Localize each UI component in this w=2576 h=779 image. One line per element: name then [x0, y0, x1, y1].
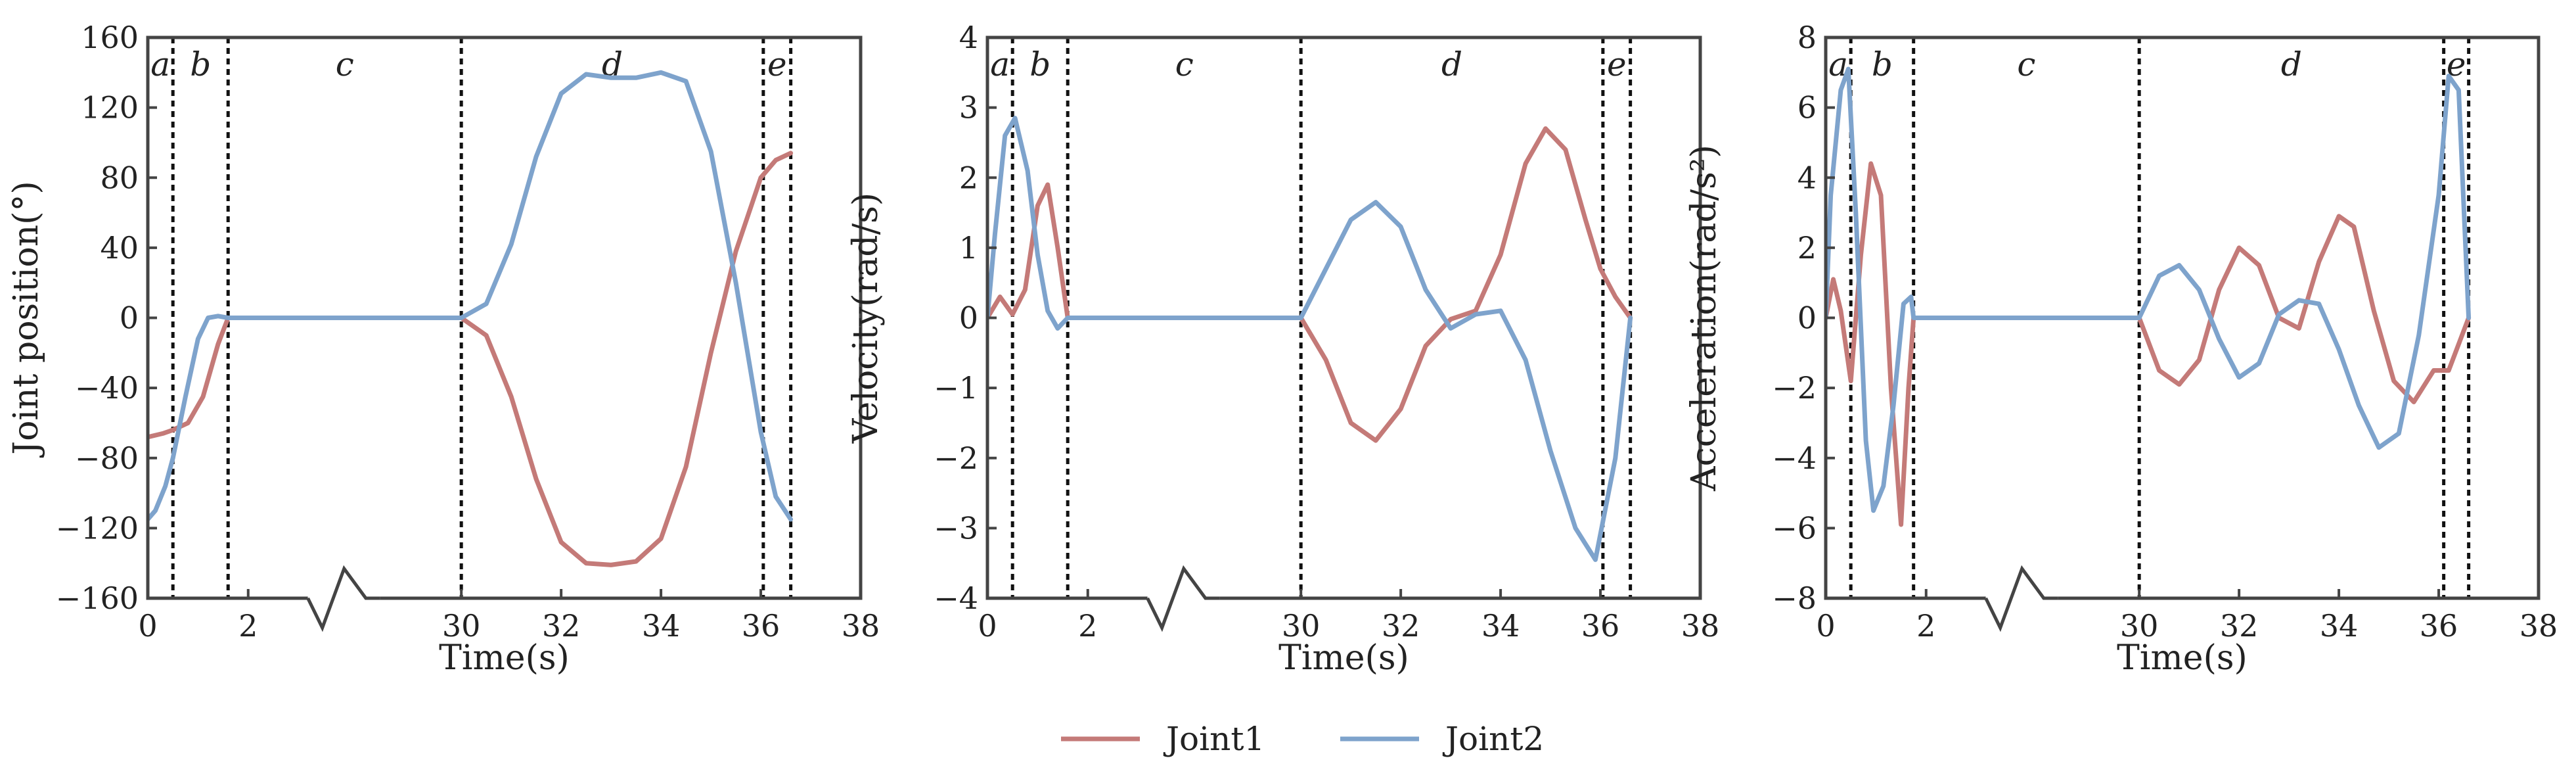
- y-axis-label: Velocity(rad/s): [846, 193, 886, 444]
- phase-label-d: d: [2281, 45, 2302, 83]
- series-line-joint2: [148, 70, 794, 522]
- y-axis-label: Joint position(°): [7, 181, 46, 458]
- y-tick-label: 120: [81, 90, 139, 126]
- y-tick-label: 0: [959, 300, 978, 336]
- x-tick-label: 32: [1382, 608, 1420, 644]
- phase-label-c: c: [2017, 45, 2035, 83]
- x-tick-label: 30: [1282, 608, 1321, 644]
- axes-frame: [1824, 35, 2541, 600]
- phase-label-a: a: [990, 45, 1010, 83]
- y-tick-label: −80: [75, 440, 139, 476]
- series-line-joint1: [1826, 161, 2472, 527]
- x-tick-label: 0: [978, 608, 997, 644]
- y-tick-label: −160: [56, 580, 139, 616]
- x-tick-label: 0: [1816, 608, 1835, 644]
- y-tick-label: 80: [100, 160, 139, 195]
- axis-break-zigzag: [1146, 565, 1220, 632]
- y-axis-label: Acceleration(rad/s²): [1684, 145, 1724, 492]
- legend: Joint1 Joint2: [1061, 720, 1544, 758]
- y-tick-label: −120: [56, 510, 139, 546]
- phase-label-e: e: [1607, 45, 1627, 83]
- y-tick-label: −2: [934, 440, 978, 476]
- y-tick-label: 2: [1797, 230, 1817, 266]
- y-tick-label: 1: [959, 230, 978, 266]
- y-tick-label: 4: [1797, 160, 1817, 195]
- x-tick-label: 0: [138, 608, 157, 644]
- y-tick-label: −3: [934, 510, 978, 546]
- series-line-joint2: [987, 116, 1633, 562]
- phase-label-a: a: [150, 45, 170, 83]
- y-tick-label: −1: [934, 370, 978, 406]
- legend-label-joint1: Joint1: [1163, 720, 1265, 758]
- x-tick-label: 36: [742, 608, 780, 644]
- phase-label-e: e: [767, 45, 787, 83]
- y-tick-label: −4: [934, 580, 978, 616]
- series-line-joint1: [987, 126, 1633, 443]
- axis-break-zigzag: [1984, 565, 2058, 632]
- x-tick-label: 34: [2320, 608, 2359, 644]
- x-axis-label: Time(s): [1278, 638, 1409, 678]
- y-tick-label: −40: [75, 370, 139, 406]
- y-tick-label: 0: [1797, 300, 1817, 336]
- y-tick-label: 6: [1797, 90, 1817, 126]
- y-tick-label: −6: [1772, 510, 1817, 546]
- phase-label-b: b: [1029, 45, 1051, 83]
- x-tick-label: 2: [1916, 608, 1935, 644]
- legend-label-joint2: Joint2: [1442, 720, 1544, 758]
- y-tick-label: −2: [1772, 370, 1817, 406]
- x-tick-label: 36: [2420, 608, 2458, 644]
- x-tick-label: 36: [1581, 608, 1620, 644]
- x-tick-label: 2: [1078, 608, 1097, 644]
- y-tick-label: 2: [959, 160, 978, 195]
- x-tick-label: 2: [238, 608, 258, 644]
- phase-label-b: b: [190, 45, 211, 83]
- y-tick-label: 0: [120, 300, 139, 336]
- x-tick-label: 32: [542, 608, 581, 644]
- x-axis-label: Time(s): [439, 638, 570, 678]
- y-tick-label: 40: [100, 230, 139, 266]
- x-axis-label: Time(s): [2117, 638, 2248, 678]
- axes-frame: [146, 35, 863, 600]
- x-tick-label: 34: [1481, 608, 1520, 644]
- axes-frame: [985, 35, 1702, 600]
- y-tick-label: 8: [1797, 20, 1817, 55]
- y-tick-label: 160: [81, 20, 139, 55]
- y-tick-label: 4: [959, 20, 978, 55]
- y-tick-label: 3: [959, 90, 978, 126]
- x-tick-label: 38: [2520, 608, 2558, 644]
- x-tick-label: 38: [1681, 608, 1720, 644]
- x-tick-label: 30: [442, 608, 481, 644]
- x-tick-label: 34: [642, 608, 681, 644]
- y-tick-label: −4: [1772, 440, 1817, 476]
- x-tick-label: 32: [2220, 608, 2259, 644]
- y-tick-label: −8: [1772, 580, 1817, 616]
- phase-label-b: b: [1872, 45, 1893, 83]
- phase-label-c: c: [336, 45, 354, 83]
- series-line-joint1: [148, 151, 794, 567]
- x-tick-label: 30: [2120, 608, 2159, 644]
- axis-break-zigzag: [306, 565, 380, 632]
- phase-label-d: d: [1441, 45, 1462, 83]
- series-line-joint2: [1826, 66, 2472, 513]
- phase-label-c: c: [1175, 45, 1194, 83]
- x-tick-label: 38: [842, 608, 880, 644]
